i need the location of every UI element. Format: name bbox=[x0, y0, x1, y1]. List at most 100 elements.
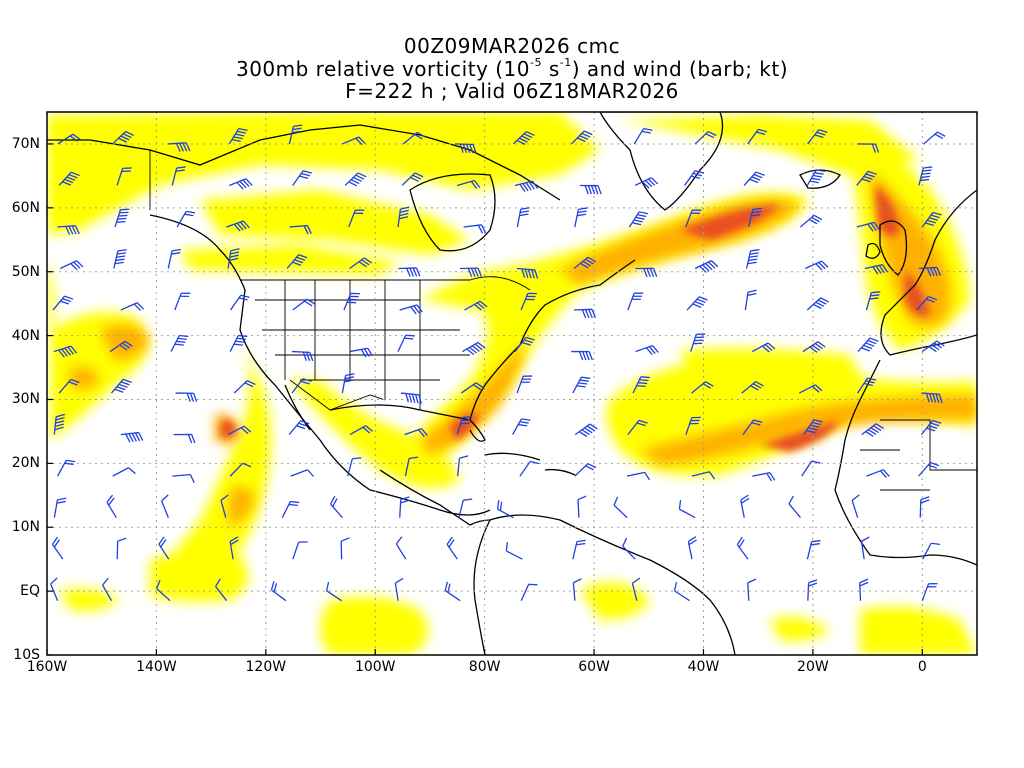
wind-barb bbox=[58, 171, 80, 186]
wind-barb bbox=[574, 207, 588, 228]
lon-label: 140W bbox=[136, 659, 177, 675]
wind-barb bbox=[340, 537, 350, 560]
wind-barb bbox=[747, 128, 768, 145]
wind-barb bbox=[687, 536, 697, 560]
wind-barb bbox=[456, 179, 481, 189]
lon-label: 160W bbox=[26, 659, 68, 675]
wind-barb bbox=[856, 221, 880, 232]
lon-label: 40W bbox=[687, 659, 720, 675]
wind-barb bbox=[806, 169, 826, 186]
wind-barb bbox=[464, 300, 488, 311]
wind-barb bbox=[175, 392, 198, 402]
wind-barb bbox=[57, 224, 80, 235]
wind-barb bbox=[344, 172, 367, 187]
wind-barb bbox=[857, 377, 877, 394]
title-line-2-suffix: ) and wind (barb; kt) bbox=[571, 57, 789, 81]
wind-barb bbox=[512, 418, 531, 435]
wind-barb bbox=[161, 494, 169, 518]
wind-barb bbox=[627, 292, 644, 311]
wind-barb bbox=[399, 496, 410, 518]
wind-barb bbox=[633, 127, 653, 145]
wind-barb bbox=[168, 142, 191, 152]
wind-barb bbox=[857, 143, 880, 153]
wind-barb bbox=[512, 130, 535, 145]
wind-barb bbox=[173, 433, 196, 444]
wind-barb bbox=[921, 583, 938, 601]
wind-barb bbox=[857, 337, 879, 352]
wind-barb bbox=[742, 419, 763, 435]
wind-barb bbox=[572, 376, 591, 394]
wind-barb bbox=[514, 180, 539, 193]
wind-barb bbox=[349, 425, 374, 436]
wind-barb bbox=[574, 423, 598, 438]
wind-barbs bbox=[50, 124, 946, 602]
wind-barb bbox=[460, 267, 482, 277]
wind-barb bbox=[171, 166, 186, 186]
wind-barb bbox=[635, 267, 658, 278]
title-exponent-2: -1 bbox=[559, 56, 572, 70]
wind-barb bbox=[613, 496, 628, 519]
wind-barb bbox=[922, 542, 941, 560]
wind-barb bbox=[505, 541, 523, 560]
wind-barb bbox=[215, 578, 228, 602]
wind-barb bbox=[458, 498, 473, 518]
wind-barb bbox=[341, 136, 366, 146]
wind-barb bbox=[343, 292, 360, 311]
wind-barb bbox=[397, 334, 415, 352]
wind-barb bbox=[444, 581, 461, 602]
wind-barb bbox=[167, 248, 181, 269]
wind-barb bbox=[325, 581, 342, 602]
wind-barb bbox=[170, 334, 189, 352]
lon-label: 120W bbox=[245, 659, 287, 675]
wind-barb bbox=[290, 469, 315, 477]
wind-barb bbox=[401, 172, 424, 186]
wind-barb bbox=[52, 295, 74, 311]
lat-label: 40N bbox=[11, 327, 40, 344]
wind-barb bbox=[404, 428, 428, 437]
wind-barb bbox=[803, 419, 823, 435]
wind-barb bbox=[286, 254, 308, 269]
wind-barb bbox=[228, 128, 248, 145]
wind-barb bbox=[921, 211, 942, 228]
wind-barb bbox=[747, 207, 762, 228]
wind-barb bbox=[51, 536, 64, 560]
wind-barb bbox=[520, 292, 537, 311]
wind-barb bbox=[519, 460, 540, 477]
wind-barb bbox=[694, 130, 717, 145]
wind-barb bbox=[120, 302, 144, 311]
title-line-1: 00Z09MAR2026 cmc bbox=[403, 34, 621, 58]
wind-barb bbox=[626, 471, 651, 481]
wind-barb bbox=[109, 340, 133, 353]
wind-barb bbox=[110, 378, 132, 394]
wind-barb bbox=[397, 206, 410, 228]
wind-barb bbox=[227, 425, 252, 436]
wind-barb bbox=[288, 420, 310, 436]
wind-barb bbox=[627, 419, 648, 436]
lat-label: 10S bbox=[13, 647, 40, 663]
wind-barb bbox=[176, 210, 196, 228]
wind-barb bbox=[919, 496, 930, 518]
wind-barb bbox=[684, 170, 704, 186]
wind-barb bbox=[918, 461, 940, 477]
vorticity-shading bbox=[47, 112, 977, 655]
wind-barb bbox=[798, 384, 823, 394]
wind-barb bbox=[112, 467, 136, 477]
wind-barb bbox=[455, 143, 477, 154]
wind-barb bbox=[916, 295, 938, 311]
lon-label: 80W bbox=[468, 659, 501, 675]
lat-label: 60N bbox=[11, 199, 40, 216]
wind-barb bbox=[632, 376, 650, 394]
wind-barb bbox=[851, 494, 860, 518]
wind-barb bbox=[807, 129, 828, 145]
plot-frame bbox=[46, 111, 978, 656]
wind-barb bbox=[288, 124, 303, 145]
wind-barb bbox=[673, 581, 690, 602]
wind-barb bbox=[866, 469, 890, 479]
wind-barb bbox=[805, 260, 829, 271]
wind-barb bbox=[398, 267, 421, 277]
wind-barb bbox=[678, 500, 696, 519]
wind-barb bbox=[691, 471, 716, 480]
wind-barb bbox=[572, 539, 586, 560]
wind-barb bbox=[631, 577, 641, 601]
